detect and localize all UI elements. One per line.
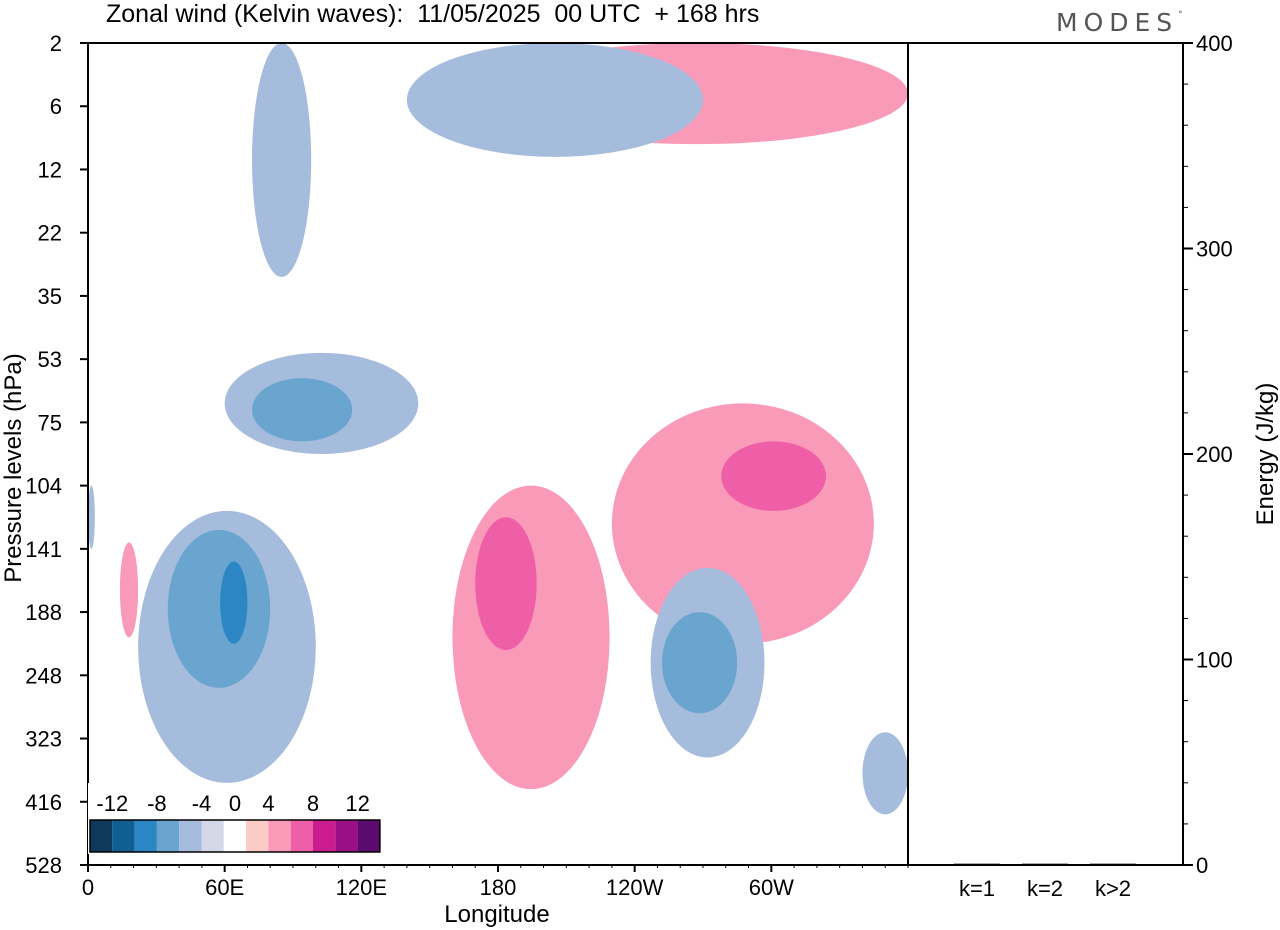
brand-mark: ° bbox=[1178, 10, 1183, 20]
colorbar-swatch bbox=[201, 820, 224, 852]
y-tick-label: 53 bbox=[38, 347, 62, 372]
wind-region-8 bbox=[452, 485, 610, 790]
x-tick-label: 120E bbox=[336, 875, 387, 900]
colorbar-swatch bbox=[179, 820, 202, 852]
energy-plot-frame bbox=[907, 42, 1184, 866]
energy-tick-label: 100 bbox=[1196, 648, 1233, 673]
x-axis-label: Longitude bbox=[444, 901, 549, 928]
y-tick-label: 104 bbox=[25, 474, 62, 499]
colorbar-swatch bbox=[290, 820, 313, 852]
axes: 0 60E 120E 180 120W 60W Longitude 2 6 12 22 35 53 75 1… bbox=[0, 31, 1279, 928]
x-tick-label: 60W bbox=[749, 875, 794, 900]
colorbar-frame bbox=[89, 819, 381, 853]
colorbar-swatch bbox=[112, 820, 135, 852]
y-tick-label: 2 bbox=[50, 31, 62, 56]
colorbar-swatch bbox=[335, 820, 358, 852]
y-tick-label: 323 bbox=[25, 727, 62, 752]
energy-category-label: k=2 bbox=[1027, 876, 1063, 901]
brand-logo: MODES° bbox=[1056, 8, 1183, 37]
wind-region-9 bbox=[475, 517, 537, 651]
y-axis-label: Pressure levels (hPa) bbox=[0, 353, 27, 582]
wind-region-14 bbox=[862, 732, 908, 815]
y-tick-label: 12 bbox=[38, 157, 62, 182]
colorbar-label: 0 bbox=[229, 791, 241, 816]
colorbar-label: 8 bbox=[307, 791, 319, 816]
energy-tick-label: 0 bbox=[1196, 853, 1208, 878]
colorbar-swatch bbox=[223, 820, 247, 852]
energy-tick-label: 300 bbox=[1196, 237, 1233, 262]
y-tick-label: 22 bbox=[38, 221, 62, 246]
wind-field bbox=[88, 43, 908, 815]
x-tick-label: 180 bbox=[480, 875, 517, 900]
wind-region-16 bbox=[406, 43, 703, 157]
colorbar: -12 -8 -4 0 4 8 12 bbox=[88, 783, 382, 854]
y-tick-label: 528 bbox=[25, 853, 62, 878]
colorbar-label: -4 bbox=[192, 791, 212, 816]
wind-region-1 bbox=[88, 485, 95, 549]
y-tick-label: 188 bbox=[25, 600, 62, 625]
colorbar-label: 4 bbox=[262, 791, 274, 816]
wind-region-3 bbox=[167, 529, 271, 688]
energy-category-label: k>2 bbox=[1095, 876, 1131, 901]
y-tick-label: 35 bbox=[38, 284, 62, 309]
energy-axis-label: Energy (J/kg) bbox=[1252, 383, 1279, 526]
x-tick-label: 0 bbox=[82, 875, 94, 900]
y-tick-label: 248 bbox=[25, 663, 62, 688]
wind-region-7 bbox=[252, 378, 353, 442]
colorbar-swatch bbox=[313, 820, 336, 852]
x-tick-label: 60E bbox=[205, 875, 244, 900]
y-tick-label: 75 bbox=[38, 410, 62, 435]
wind-region-4 bbox=[220, 561, 248, 644]
colorbar-swatch bbox=[156, 820, 180, 852]
colorbar-label: -12 bbox=[96, 791, 128, 816]
y-tick-label: 141 bbox=[25, 537, 62, 562]
energy-category-label: k=1 bbox=[959, 876, 995, 901]
colorbar-swatch bbox=[268, 820, 291, 852]
colorbar-label: -8 bbox=[147, 791, 167, 816]
wind-region-5 bbox=[252, 43, 312, 277]
energy-tick-label: 400 bbox=[1196, 31, 1233, 56]
y-tick-label: 416 bbox=[25, 790, 62, 815]
colorbar-label: 12 bbox=[345, 791, 369, 816]
colorbar-swatch bbox=[246, 820, 269, 852]
chart-title: Zonal wind (Kelvin waves): 11/05/2025 00… bbox=[106, 0, 760, 28]
wind-region-0 bbox=[119, 542, 139, 638]
y-tick-label: 6 bbox=[50, 94, 62, 119]
x-tick-label: 120W bbox=[606, 875, 664, 900]
wind-region-11 bbox=[721, 441, 826, 511]
colorbar-swatch bbox=[357, 820, 380, 852]
wind-region-13 bbox=[662, 612, 738, 714]
colorbar-swatch bbox=[90, 820, 113, 852]
colorbar-swatch bbox=[134, 820, 157, 852]
brand-name: MODES bbox=[1056, 8, 1179, 37]
energy-tick-label: 200 bbox=[1196, 442, 1233, 467]
